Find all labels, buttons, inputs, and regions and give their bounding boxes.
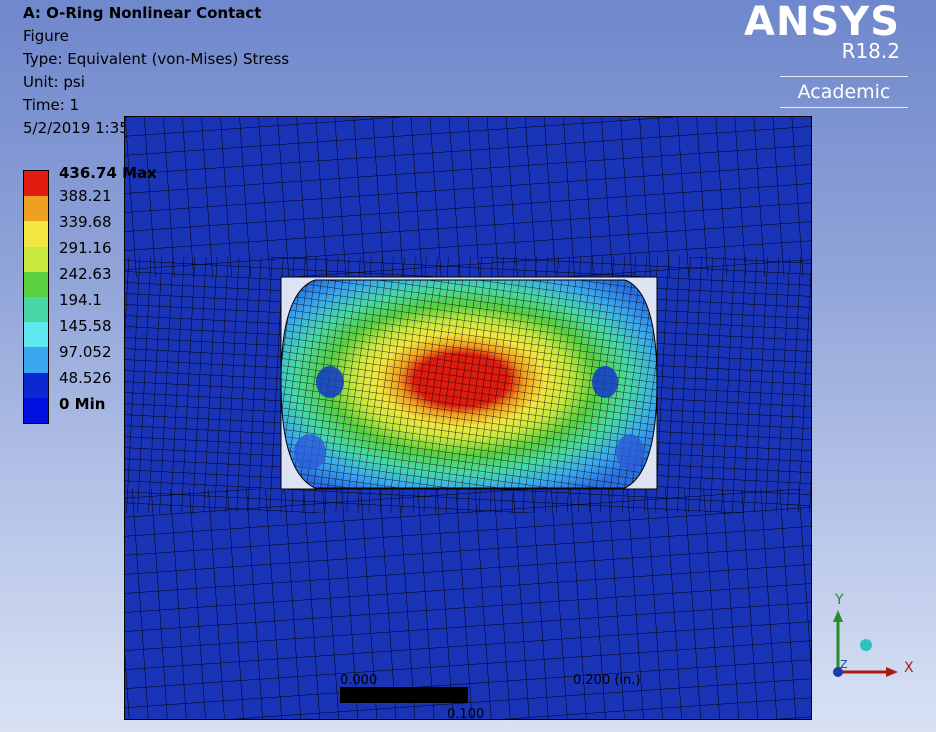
result-type: Type: Equivalent (von-Mises) Stress (23, 50, 290, 68)
axis-triad-icon: Y X Z (833, 592, 914, 677)
result-time: Time: 1 (23, 96, 80, 114)
legend-swatch (24, 397, 48, 423)
result-header: A: O-Ring Nonlinear Contact Figure Type:… (23, 2, 289, 140)
legend-swatch (24, 271, 48, 297)
result-unit: Unit: psi (23, 73, 85, 91)
legend-swatch (24, 221, 48, 247)
triad-x-label: X (904, 660, 914, 676)
analysis-title: A: O-Ring Nonlinear Contact (23, 4, 262, 22)
mesh-plot[interactable]: 0.000 0.200 (in.) 0.100 (125, 117, 811, 719)
legend-value: 242.63 (59, 265, 112, 283)
ansys-edition: Academic (780, 76, 908, 108)
legend-swatch (24, 246, 48, 272)
legend-swatch (24, 171, 48, 197)
legend-value: 194.1 (59, 291, 102, 309)
legend-value: 48.526 (59, 369, 112, 387)
ansys-brand: ANSYS R18.2 Academic (743, 0, 908, 108)
legend-max-label: 436.74 Max (59, 164, 157, 182)
legend-swatch (24, 296, 48, 323)
legend-swatch (24, 372, 48, 398)
legend-color-bar (23, 170, 49, 424)
triad-z-label: Z (840, 658, 848, 671)
scale-left-label: 0.000 (340, 673, 377, 688)
legend-value: 97.052 (59, 343, 112, 361)
ansys-version: R18.2 (841, 39, 900, 63)
legend-value: 145.58 (59, 317, 112, 335)
legend-value: 291.16 (59, 239, 112, 257)
figure-label: Figure (23, 27, 69, 45)
scale-right-label: 0.200 (in.) (573, 673, 640, 688)
result-date: 5/2/2019 1:35 PM (23, 119, 156, 137)
legend-swatch (24, 322, 48, 348)
legend-value: 339.68 (59, 213, 112, 231)
oring-seal (281, 279, 657, 489)
coordinate-triad[interactable]: Y X Z (824, 590, 924, 690)
legend-value: 388.21 (59, 187, 112, 205)
legend-min-label: 0 Min (59, 395, 106, 413)
legend-swatch (24, 347, 48, 373)
legend-swatch (24, 196, 48, 222)
scale-bar (340, 687, 468, 703)
scale-middle-label: 0.100 (447, 707, 484, 719)
graphics-viewport[interactable]: 0.000 0.200 (in.) 0.100 (124, 116, 812, 720)
triad-y-label: Y (834, 592, 844, 608)
ansys-logo: ANSYS (743, 0, 900, 45)
